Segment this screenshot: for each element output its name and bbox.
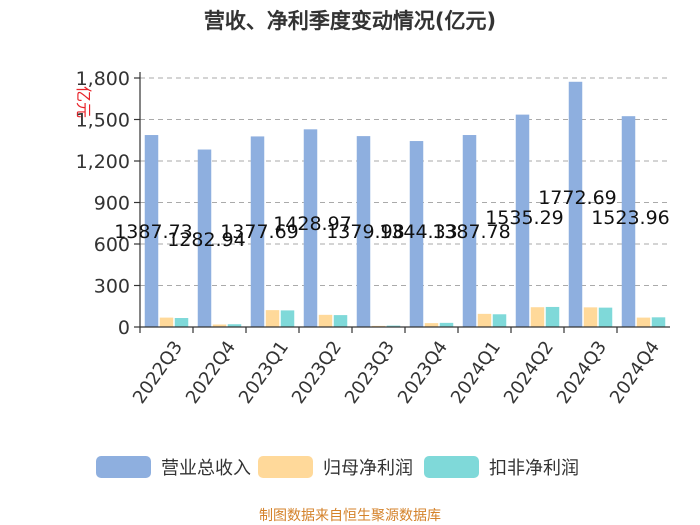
data-labels-layer: 1387.731282.941377.691428.971379.981344.… xyxy=(114,187,670,251)
bar-net-profit xyxy=(159,317,174,327)
bar-revenue xyxy=(356,136,371,327)
data-label: 1344.33 xyxy=(379,221,458,243)
bar-revenue xyxy=(568,81,583,327)
bar-revenue xyxy=(250,136,265,327)
x-tick-label: 2024Q4 xyxy=(606,337,664,408)
legend-item: 营业总收入 xyxy=(96,456,251,479)
bar-net-profit xyxy=(424,323,439,327)
legend-item: 扣非净利润 xyxy=(424,456,579,479)
y-tick-label: 0 xyxy=(118,317,130,339)
bar-revenue xyxy=(197,149,212,327)
grid-layer xyxy=(140,77,670,286)
bar-deducted-profit xyxy=(651,317,666,327)
data-label: 1387.78 xyxy=(432,221,511,243)
x-tick-label: 2022Q4 xyxy=(182,337,240,408)
legend: 营业总收入 归母净利润 扣非净利润 xyxy=(96,456,579,479)
bar-deducted-profit xyxy=(598,307,613,327)
legend-item: 归母净利润 xyxy=(258,456,413,479)
y-tick-label: 300 xyxy=(94,276,130,298)
x-tick-label: 2024Q1 xyxy=(447,337,505,408)
x-tick-label: 2022Q3 xyxy=(129,337,187,408)
data-label: 1387.73 xyxy=(114,221,193,243)
bar-revenue xyxy=(409,141,424,327)
y-tick-label: 1,200 xyxy=(76,151,130,173)
y-tick-label: 1,800 xyxy=(76,68,130,90)
bar-deducted-profit xyxy=(174,318,189,327)
bar-revenue xyxy=(462,135,477,327)
bar-net-profit xyxy=(318,314,333,327)
bar-deducted-profit xyxy=(333,315,348,327)
legend-swatch xyxy=(258,456,313,478)
bar-net-profit xyxy=(636,317,651,327)
bar-deducted-profit xyxy=(545,306,560,327)
y-axis-label: 亿元 xyxy=(74,86,93,118)
y-tick-label: 600 xyxy=(94,234,130,256)
x-tick-label: 2024Q3 xyxy=(553,337,611,408)
y-tick-label: 900 xyxy=(94,193,130,215)
chart-title: 营收、净利季度变动情况(亿元) xyxy=(204,9,496,33)
data-label: 1535.29 xyxy=(485,207,564,229)
x-tick-label: 2023Q3 xyxy=(341,337,399,408)
data-label: 1379.98 xyxy=(326,221,405,243)
data-label: 1282.94 xyxy=(167,229,246,251)
bar-revenue xyxy=(303,129,318,327)
bar-revenue xyxy=(621,116,636,327)
bar-net-profit xyxy=(212,324,227,327)
data-label: 1523.96 xyxy=(591,207,670,229)
x-tick-label: 2023Q2 xyxy=(288,337,346,408)
bar-deducted-profit xyxy=(492,314,507,327)
legend-swatch xyxy=(424,456,479,478)
bar-revenue xyxy=(515,114,530,327)
x-tick-label: 2023Q1 xyxy=(235,337,293,408)
bar-net-profit xyxy=(265,310,280,327)
bar-deducted-profit xyxy=(386,325,401,327)
legend-label: 营业总收入 xyxy=(161,458,251,479)
bar-deducted-profit xyxy=(280,310,295,327)
x-tick-label: 2024Q2 xyxy=(500,337,558,408)
bar-deducted-profit xyxy=(227,324,242,327)
x-tick-label: 2023Q4 xyxy=(394,337,452,408)
bar-deducted-profit xyxy=(439,322,454,327)
legend-label: 扣非净利润 xyxy=(489,458,579,479)
bar-net-profit xyxy=(477,313,492,327)
data-label: 1377.69 xyxy=(220,221,299,243)
bar-net-profit xyxy=(583,307,598,327)
bars-layer xyxy=(144,81,666,327)
data-label: 1772.69 xyxy=(538,187,617,209)
legend-swatch xyxy=(96,456,151,478)
y-tick-label: 1,500 xyxy=(76,110,130,132)
legend-label: 归母净利润 xyxy=(323,458,413,479)
source-footnote: 制图数据来自恒生聚源数据库 xyxy=(259,508,441,524)
bar-revenue xyxy=(144,135,159,327)
bar-net-profit xyxy=(530,307,545,327)
data-label: 1428.97 xyxy=(273,213,352,235)
